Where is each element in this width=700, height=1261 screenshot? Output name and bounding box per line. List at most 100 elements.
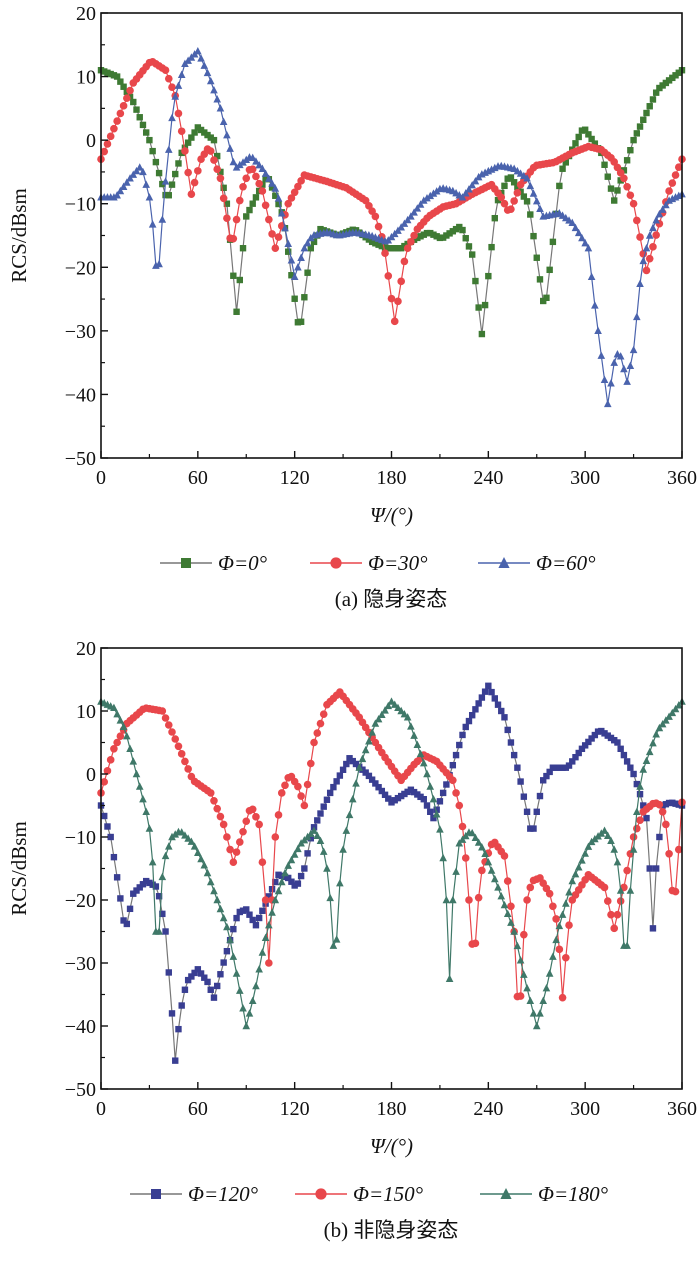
data-point-square	[217, 971, 224, 978]
data-point-square	[391, 797, 398, 804]
data-point-square	[649, 925, 657, 932]
data-point-triangle	[390, 700, 399, 708]
data-point-square	[433, 806, 440, 813]
data-point-square	[317, 810, 324, 817]
data-point-triangle	[129, 757, 138, 765]
data-point-circle	[219, 820, 228, 829]
data-point-triangle	[626, 361, 635, 370]
series-line	[100, 61, 683, 322]
legend-item: Φ=0°	[160, 551, 268, 575]
data-point-triangle	[662, 716, 670, 724]
figure-caption: (a) 隐身姿态	[335, 587, 448, 611]
data-point-triangle	[607, 379, 615, 387]
data-point-triangle	[623, 377, 631, 385]
data-point-square	[181, 558, 191, 568]
data-point-circle	[184, 168, 192, 177]
data-point-triangle	[629, 845, 638, 853]
data-point-triangle	[239, 158, 247, 166]
data-point-square	[265, 893, 273, 900]
data-point-triangle	[413, 204, 422, 212]
data-point-triangle	[197, 54, 205, 62]
data-point-square	[152, 883, 160, 890]
data-point-circle	[229, 234, 238, 243]
data-point-square	[520, 793, 528, 800]
data-point-square	[439, 234, 447, 241]
data-point-circle	[674, 845, 683, 854]
data-point-triangle	[203, 868, 212, 877]
data-point-square	[249, 916, 256, 924]
data-point-circle	[226, 845, 234, 854]
data-point-square	[468, 712, 476, 719]
data-point-square	[197, 126, 205, 134]
data-point-circle	[307, 759, 315, 768]
data-point-triangle	[274, 194, 283, 202]
data-point-circle	[229, 858, 238, 866]
data-point-triangle	[281, 223, 289, 232]
data-point-circle	[119, 102, 128, 110]
data-point-circle	[449, 776, 457, 785]
data-point-square	[646, 865, 653, 872]
data-point-triangle	[261, 933, 270, 941]
data-point-circle	[510, 197, 518, 205]
data-point-triangle	[600, 826, 609, 834]
data-point-square	[407, 786, 415, 793]
data-point-triangle	[594, 326, 602, 335]
series-120-deg	[97, 682, 686, 1064]
data-point-square	[381, 244, 389, 251]
x-tick-label: 120	[280, 1098, 310, 1120]
data-point-square	[659, 82, 666, 89]
data-point-triangle	[416, 749, 425, 758]
data-point-circle	[607, 910, 615, 919]
data-point-square	[543, 772, 550, 780]
plot-area	[97, 46, 686, 408]
data-point-square	[165, 969, 172, 976]
data-point-triangle	[110, 703, 118, 712]
data-point-triangle	[223, 922, 231, 931]
data-point-square	[285, 248, 292, 255]
data-point-square	[323, 796, 331, 803]
data-point-square	[449, 761, 457, 769]
data-point-square	[239, 245, 247, 252]
data-point-square	[297, 872, 305, 880]
data-point-triangle	[352, 779, 360, 787]
data-point-circle	[158, 707, 167, 715]
legend-label: Φ=60°	[536, 551, 596, 575]
data-point-circle	[562, 953, 570, 962]
data-point-circle	[610, 924, 619, 933]
data-point-square	[104, 823, 111, 830]
data-point-square	[581, 742, 589, 749]
data-point-circle	[394, 297, 402, 306]
data-point-square	[130, 890, 137, 897]
data-point-circle	[645, 254, 654, 263]
data-point-triangle	[235, 160, 244, 169]
data-point-triangle	[636, 279, 644, 288]
data-point-square	[304, 269, 311, 276]
data-point-triangle	[229, 157, 238, 166]
data-point-circle	[330, 557, 342, 569]
data-point-square	[452, 751, 460, 759]
data-point-square	[207, 986, 214, 993]
data-point-triangle	[510, 927, 518, 935]
data-point-triangle	[368, 728, 376, 736]
data-point-triangle	[636, 782, 644, 790]
data-point-square	[197, 970, 205, 977]
data-point-square	[672, 72, 679, 79]
data-point-square	[520, 193, 528, 200]
data-point-circle	[232, 848, 241, 856]
data-point-circle	[516, 992, 525, 1000]
data-point-triangle	[532, 1021, 541, 1030]
data-point-square	[262, 175, 269, 182]
data-point-triangle	[119, 182, 128, 190]
data-point-square	[452, 225, 460, 233]
data-point-triangle	[213, 895, 221, 904]
data-point-triangle	[458, 193, 467, 201]
data-point-triangle	[161, 851, 170, 860]
y-tick-label: −10	[65, 194, 96, 216]
data-point-square	[481, 301, 489, 309]
data-point-square	[594, 728, 602, 735]
data-point-triangle	[164, 842, 173, 850]
data-point-square	[346, 755, 353, 762]
data-point-square	[133, 887, 140, 894]
data-point-square	[652, 89, 660, 96]
series-line	[101, 50, 683, 405]
